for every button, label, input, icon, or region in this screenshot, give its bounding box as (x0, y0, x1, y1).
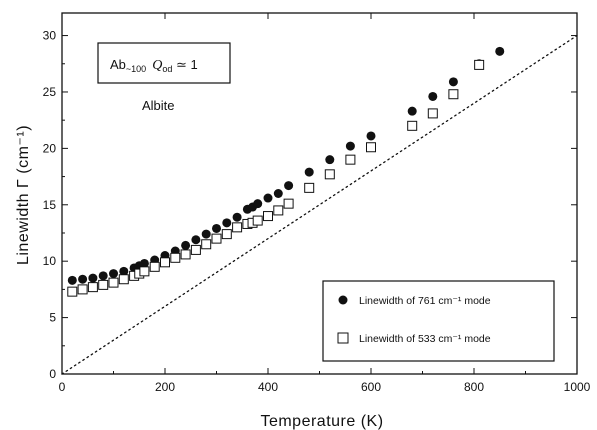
point-533 (190, 244, 201, 255)
point-533 (304, 182, 315, 193)
point-533 (67, 286, 78, 297)
y-tick-label: 30 (43, 29, 57, 43)
point-761 (304, 167, 314, 177)
point-761 (273, 189, 283, 198)
point-761 (345, 141, 355, 151)
point-761 (191, 235, 201, 245)
point-533 (170, 252, 181, 263)
y-tick-label: 0 (49, 367, 56, 381)
point-761 (448, 77, 458, 87)
point-761 (366, 131, 376, 141)
point-533 (273, 205, 284, 216)
point-761 (407, 106, 417, 116)
point-761 (253, 199, 263, 209)
point-761 (181, 240, 191, 250)
point-761 (495, 46, 505, 56)
point-761 (98, 271, 108, 281)
q-symbol: Q (152, 58, 162, 73)
point-761 (325, 155, 335, 165)
point-533 (139, 266, 150, 277)
point-533 (448, 89, 459, 100)
point-761 (139, 258, 149, 268)
point-761 (428, 91, 438, 101)
x-axis-ticks: 0 200 400 600 800 1000 (59, 13, 591, 394)
composition-sub: ~100 (126, 64, 146, 74)
legend-label-533: Linewidth of 533 cm⁻¹ mode (359, 333, 491, 345)
x-tick-label: 200 (155, 380, 175, 394)
annotation-label: Albite (142, 98, 175, 113)
legend-label-761: Linewidth of 761 cm⁻¹ mode (359, 295, 491, 307)
point-533 (108, 277, 119, 288)
point-533 (366, 142, 376, 153)
point-761 (284, 181, 294, 191)
q-relation: ≃ 1 (172, 57, 197, 72)
composition-main: Ab (110, 57, 126, 72)
point-761 (78, 274, 88, 284)
point-533 (180, 249, 191, 260)
point-533 (87, 282, 98, 293)
point-533 (149, 261, 160, 272)
legend-marker-533 (337, 332, 349, 344)
point-533 (232, 222, 243, 233)
point-533 (211, 233, 222, 244)
x-axis-title: Temperature (K) (260, 413, 383, 430)
point-533 (427, 108, 438, 119)
series-533-mode (67, 59, 485, 297)
q-sub: od (162, 64, 172, 74)
x-tick-label: 400 (258, 380, 278, 394)
annotation-composition: Ab~100 Qod ≃ 1 (110, 57, 198, 74)
point-761 (201, 229, 211, 239)
point-533 (77, 284, 88, 295)
point-533 (283, 198, 294, 209)
point-761 (232, 212, 242, 222)
y-axis-title: Linewidth Γ (cm⁻¹) (15, 125, 32, 265)
annotation-box (97, 42, 231, 84)
point-533 (263, 211, 273, 222)
point-761 (263, 193, 273, 203)
point-533 (160, 257, 170, 268)
point-533 (252, 215, 263, 226)
series-761-mode (67, 46, 505, 285)
point-533 (407, 120, 418, 131)
point-533 (221, 229, 232, 240)
x-tick-label: 800 (464, 380, 484, 394)
point-761 (119, 266, 129, 276)
point-533 (201, 239, 212, 250)
legend-box (322, 280, 555, 362)
point-761 (67, 275, 77, 285)
point-761 (222, 218, 232, 228)
point-761 (212, 223, 221, 233)
point-533 (345, 154, 356, 165)
point-533 (98, 279, 109, 290)
x-tick-label: 1000 (564, 380, 591, 394)
y-tick-label: 25 (43, 85, 57, 99)
point-533 (474, 59, 485, 70)
x-tick-label: 0 (59, 380, 66, 394)
y-tick-label: 20 (43, 141, 57, 155)
y-tick-label: 10 (43, 254, 57, 268)
y-tick-label: 5 (49, 311, 56, 325)
legend-marker-761 (338, 295, 348, 305)
point-533 (118, 274, 129, 285)
y-tick-label: 15 (43, 198, 57, 212)
point-761 (109, 269, 118, 279)
x-tick-label: 600 (361, 380, 381, 394)
point-533 (324, 169, 335, 180)
y-axis-ticks: 0 5 10 15 20 25 30 (43, 29, 577, 381)
point-761 (88, 273, 98, 283)
